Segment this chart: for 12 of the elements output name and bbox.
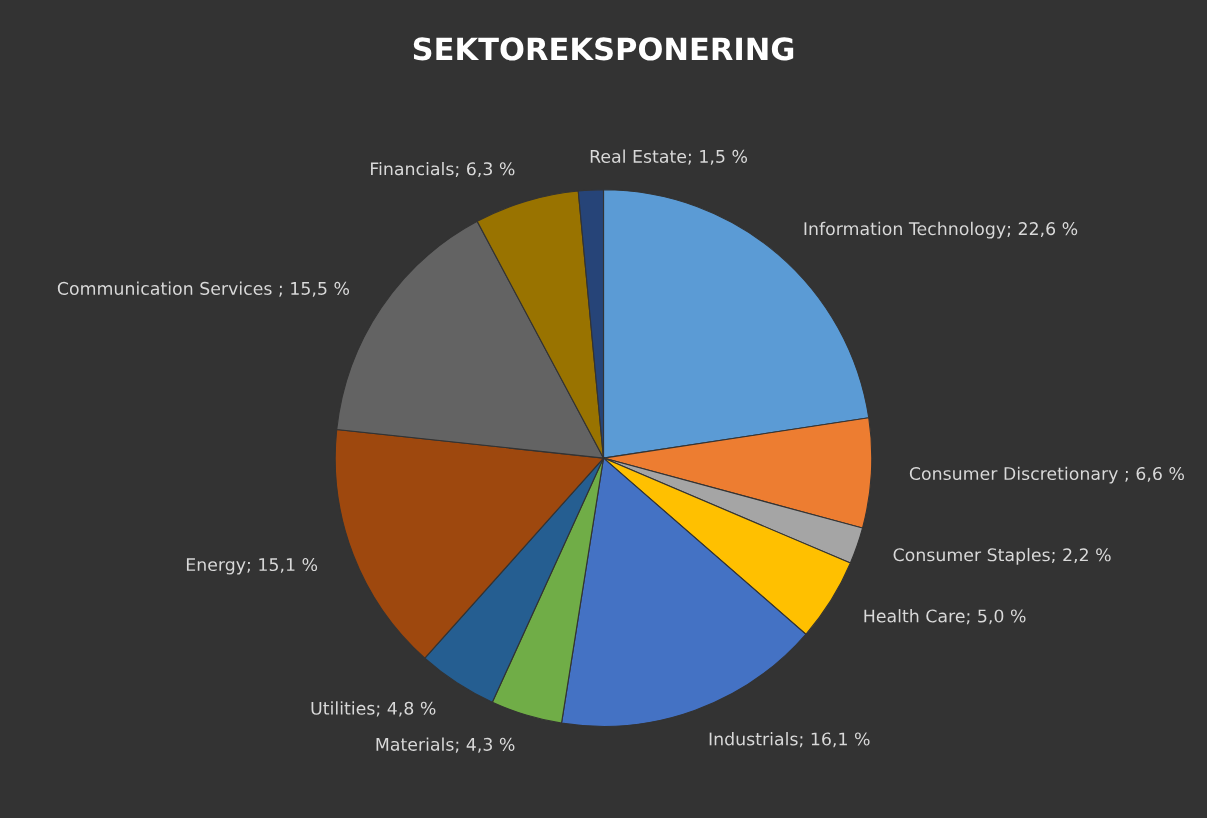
slice-label: Health Care; 5,0 % bbox=[864, 609, 1026, 625]
slice-label: Energy; 15,1 % bbox=[186, 557, 318, 575]
slice-label: Communication Services ; 15,5 % bbox=[57, 281, 350, 297]
slice-label: Industrials; 16,1 % bbox=[709, 732, 870, 748]
slice-label: Real Estate; 1,5 % bbox=[590, 149, 748, 165]
slice-label: Materials; 4,3 % bbox=[376, 737, 515, 753]
slice-label: Consumer Staples; 2,2 % bbox=[893, 547, 1111, 565]
chart-title: SEKTOREKSPONERING bbox=[413, 37, 794, 61]
slice-label: Consumer Discretionary ; 6,6 % bbox=[909, 466, 1184, 484]
slice-label: Information Technology; 22,6 % bbox=[804, 221, 1078, 239]
slice-label: Utilities; 4,8 % bbox=[311, 701, 436, 717]
slice-label: Financials; 6,3 % bbox=[371, 161, 515, 178]
